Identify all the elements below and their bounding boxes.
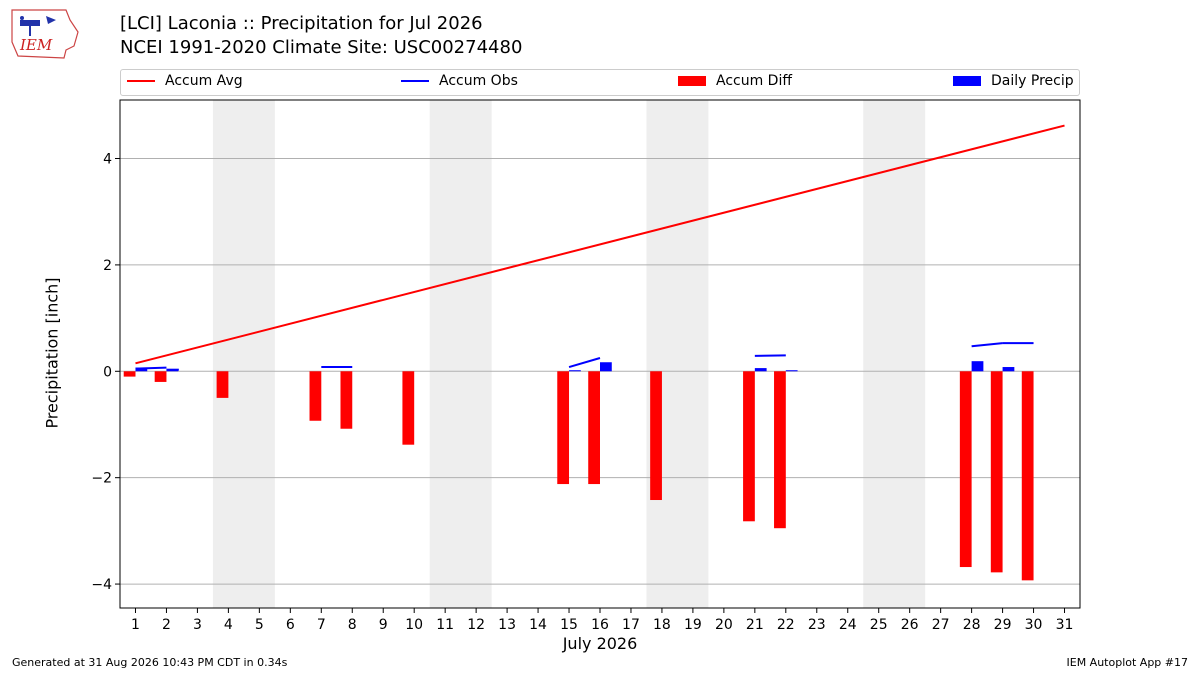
legend-swatch-accum-avg bbox=[127, 80, 155, 82]
accum-obs-line bbox=[568, 357, 601, 368]
accum-diff-bar bbox=[402, 371, 415, 445]
legend-label: Accum Obs bbox=[439, 73, 518, 89]
x-tick-label: 8 bbox=[348, 617, 357, 633]
daily-precip-bar bbox=[600, 362, 612, 372]
accum-diff-bar bbox=[959, 371, 972, 568]
x-tick-label: 10 bbox=[405, 617, 423, 633]
x-tick-label: 17 bbox=[622, 617, 640, 633]
y-tick-label: 2 bbox=[103, 258, 112, 274]
x-tick-label: 15 bbox=[560, 617, 578, 633]
iem-logo: IEM bbox=[11, 9, 79, 59]
weekend-shade bbox=[429, 100, 492, 608]
accum-avg-line bbox=[135, 124, 1065, 365]
generated-timestamp: Generated at 31 Aug 2026 10:43 PM CDT in… bbox=[12, 656, 288, 669]
daily-precip-bar bbox=[1002, 367, 1015, 372]
accum-obs-line bbox=[971, 342, 1003, 348]
y-tick-label: 0 bbox=[103, 364, 112, 380]
x-tick-label: 6 bbox=[286, 617, 295, 633]
x-tick-label: 11 bbox=[436, 617, 454, 633]
x-tick-label: 29 bbox=[994, 617, 1012, 633]
daily-precip-bar bbox=[754, 368, 767, 372]
x-tick-label: 23 bbox=[808, 617, 826, 633]
weekend-shade bbox=[863, 100, 926, 608]
accum-diff-bar bbox=[340, 371, 353, 429]
x-tick-label: 2 bbox=[162, 617, 171, 633]
x-axis-label: July 2026 bbox=[562, 634, 638, 653]
daily-precip-bar bbox=[971, 361, 984, 372]
accum-diff-bar bbox=[154, 371, 167, 382]
accum-obs-line bbox=[135, 366, 167, 370]
x-tick-label: 4 bbox=[224, 617, 233, 633]
weekend-shade bbox=[646, 100, 709, 608]
x-tick-label: 31 bbox=[1056, 617, 1074, 633]
x-tick-label: 14 bbox=[529, 617, 547, 633]
legend-label: Accum Avg bbox=[165, 73, 243, 89]
x-tick-label: 13 bbox=[498, 617, 516, 633]
x-tick-label: 12 bbox=[467, 617, 485, 633]
accum-diff-bar bbox=[123, 371, 136, 377]
x-tick-label: 3 bbox=[193, 617, 202, 633]
accum-diff-bar bbox=[990, 371, 1003, 573]
x-tick-label: 16 bbox=[591, 617, 609, 633]
legend-swatch-accum-obs bbox=[401, 80, 429, 82]
accum-diff-bar bbox=[1021, 371, 1034, 581]
x-tick-label: 22 bbox=[777, 617, 795, 633]
legend-swatch-daily-precip bbox=[953, 76, 981, 86]
x-tick-label: 9 bbox=[379, 617, 388, 633]
legend-swatch-accum-diff bbox=[678, 76, 706, 86]
legend-label: Daily Precip bbox=[991, 73, 1074, 89]
weekend-shade bbox=[212, 100, 275, 608]
x-tick-label: 24 bbox=[839, 617, 857, 633]
legend-item-accum-avg: Accum Avg bbox=[127, 73, 243, 89]
x-tick-label: 18 bbox=[653, 617, 671, 633]
accum-diff-bar bbox=[774, 371, 786, 529]
x-tick-label: 5 bbox=[255, 617, 264, 633]
accum-diff-bar bbox=[309, 371, 322, 421]
accum-diff-bar bbox=[743, 371, 755, 522]
legend-item-accum-diff: Accum Diff bbox=[678, 73, 792, 89]
y-tick-label: 4 bbox=[103, 152, 112, 168]
chart-title: [LCI] Laconia :: Precipitation for Jul 2… bbox=[120, 13, 483, 34]
y-axis-label: Precipitation [inch] bbox=[42, 277, 62, 429]
x-tick-label: 27 bbox=[932, 617, 950, 633]
legend: Accum Avg Accum Obs Accum Diff Daily Pre… bbox=[120, 69, 1080, 96]
svg-text:IEM: IEM bbox=[19, 36, 53, 54]
legend-label: Accum Diff bbox=[716, 73, 793, 89]
accum-diff-bar bbox=[588, 371, 600, 485]
daily-precip-bar bbox=[569, 370, 581, 372]
accum-obs-line bbox=[754, 354, 786, 357]
x-tick-label: 19 bbox=[684, 617, 702, 633]
y-tick-label: −2 bbox=[91, 471, 112, 487]
accum-diff-bar bbox=[650, 371, 662, 501]
legend-item-daily-precip: Daily Precip bbox=[953, 73, 1074, 89]
x-tick-label: 1 bbox=[131, 617, 140, 633]
x-tick-label: 21 bbox=[746, 617, 764, 633]
x-tick-label: 7 bbox=[317, 617, 326, 633]
chart-subtitle: NCEI 1991-2020 Climate Site: USC00274480 bbox=[120, 37, 523, 58]
daily-precip-bar bbox=[785, 370, 798, 372]
x-tick-label: 25 bbox=[870, 617, 888, 633]
app-label: IEM Autoplot App #17 bbox=[1066, 656, 1189, 669]
y-tick-label: −4 bbox=[91, 577, 112, 593]
accum-diff-bar bbox=[557, 371, 570, 485]
x-tick-label: 28 bbox=[963, 617, 981, 633]
accum-diff-bar bbox=[216, 371, 229, 398]
legend-item-accum-obs: Accum Obs bbox=[401, 73, 518, 89]
x-tick-label: 26 bbox=[901, 617, 919, 633]
x-tick-label: 30 bbox=[1025, 617, 1043, 633]
x-tick-label: 20 bbox=[715, 617, 733, 633]
